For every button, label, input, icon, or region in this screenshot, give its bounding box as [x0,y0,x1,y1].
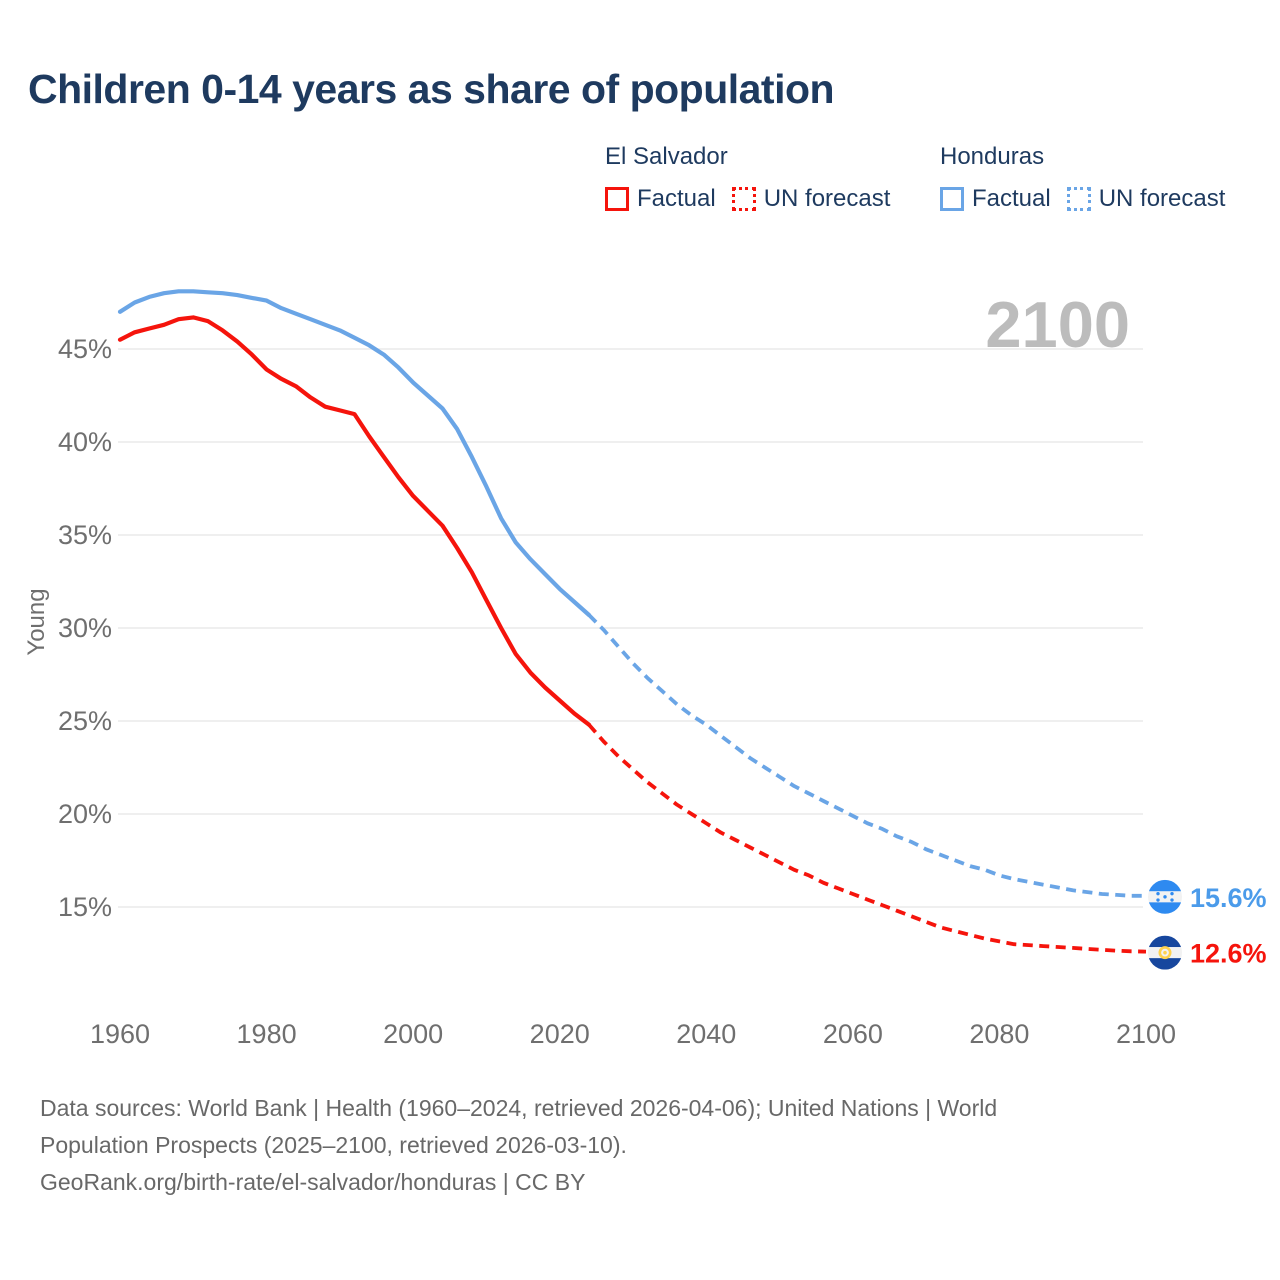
x-tick-label: 1980 [237,1019,297,1049]
x-tick-label: 2060 [823,1019,883,1049]
legend-item-honduras-forecast: UN forecast [1066,185,1226,213]
legend-country-label-honduras: Honduras [940,143,1045,170]
legend-item-label: UN forecast [763,185,891,212]
watermark-year: 2100 [985,288,1130,361]
el-salvador-flag-icon [1148,935,1182,970]
legend-item-honduras-factual: Factual [940,185,1051,213]
x-tick-label: 2020 [530,1019,590,1049]
end-value-label: 12.6% [1190,939,1267,969]
legend-row: Factual UN forecast [940,185,1241,213]
y-tick-label: 35% [58,520,112,550]
y-tick-label: 20% [58,799,112,829]
footer-line-sources-2: Population Prospects (2025–2100, retriev… [40,1132,627,1158]
series-line-honduras-forecast [587,613,1146,898]
series-line-el-salvador-forecast [587,723,1147,954]
y-tick-label: 15% [58,892,112,922]
y-tick-label: 45% [58,334,112,364]
end-value-label: 15.6% [1190,883,1267,913]
legend-item-label: Factual [637,185,716,212]
y-tick-label: 30% [58,613,112,643]
legend-group-el-salvador: El Salvador Factual UN forecast [605,143,906,213]
footer-line-sources: Data sources: World Bank | Health (1960–… [40,1095,998,1121]
y-tick-label: 25% [58,706,112,736]
dotted-swatch-icon [1066,187,1091,211]
x-tick-label: 2080 [969,1019,1029,1049]
x-tick-label: 1960 [90,1019,150,1049]
series-line-honduras-factual [117,289,592,618]
legend-country-label-el-salvador: El Salvador [605,143,728,170]
x-tick-label: 2040 [676,1019,736,1049]
data-sources-note: Data sources: World Bank | Health (1960–… [40,1090,997,1201]
dotted-swatch-icon [731,187,756,211]
legend-group-honduras: Honduras Factual UN forecast [940,143,1241,213]
legend-row: Factual UN forecast [605,185,906,213]
solid-swatch-icon [940,187,964,211]
legend-item-el-salvador-factual: Factual [605,185,716,213]
series-line-el-salvador-factual [117,315,592,727]
page-title: Children 0-14 years as share of populati… [28,66,835,112]
solid-swatch-icon [605,187,629,211]
honduras-flag-icon [1148,879,1182,914]
y-axis-title: Young [23,588,50,655]
legend-item-label: UN forecast [1098,185,1226,212]
legend-item-label: Factual [972,185,1051,212]
y-tick-label: 40% [58,427,112,457]
x-tick-label: 2100 [1116,1019,1176,1049]
legend-item-el-salvador-forecast: UN forecast [731,185,891,213]
footer-line-attribution: GeoRank.org/birth-rate/el-salvador/hondu… [40,1169,586,1195]
x-tick-label: 2000 [383,1019,443,1049]
